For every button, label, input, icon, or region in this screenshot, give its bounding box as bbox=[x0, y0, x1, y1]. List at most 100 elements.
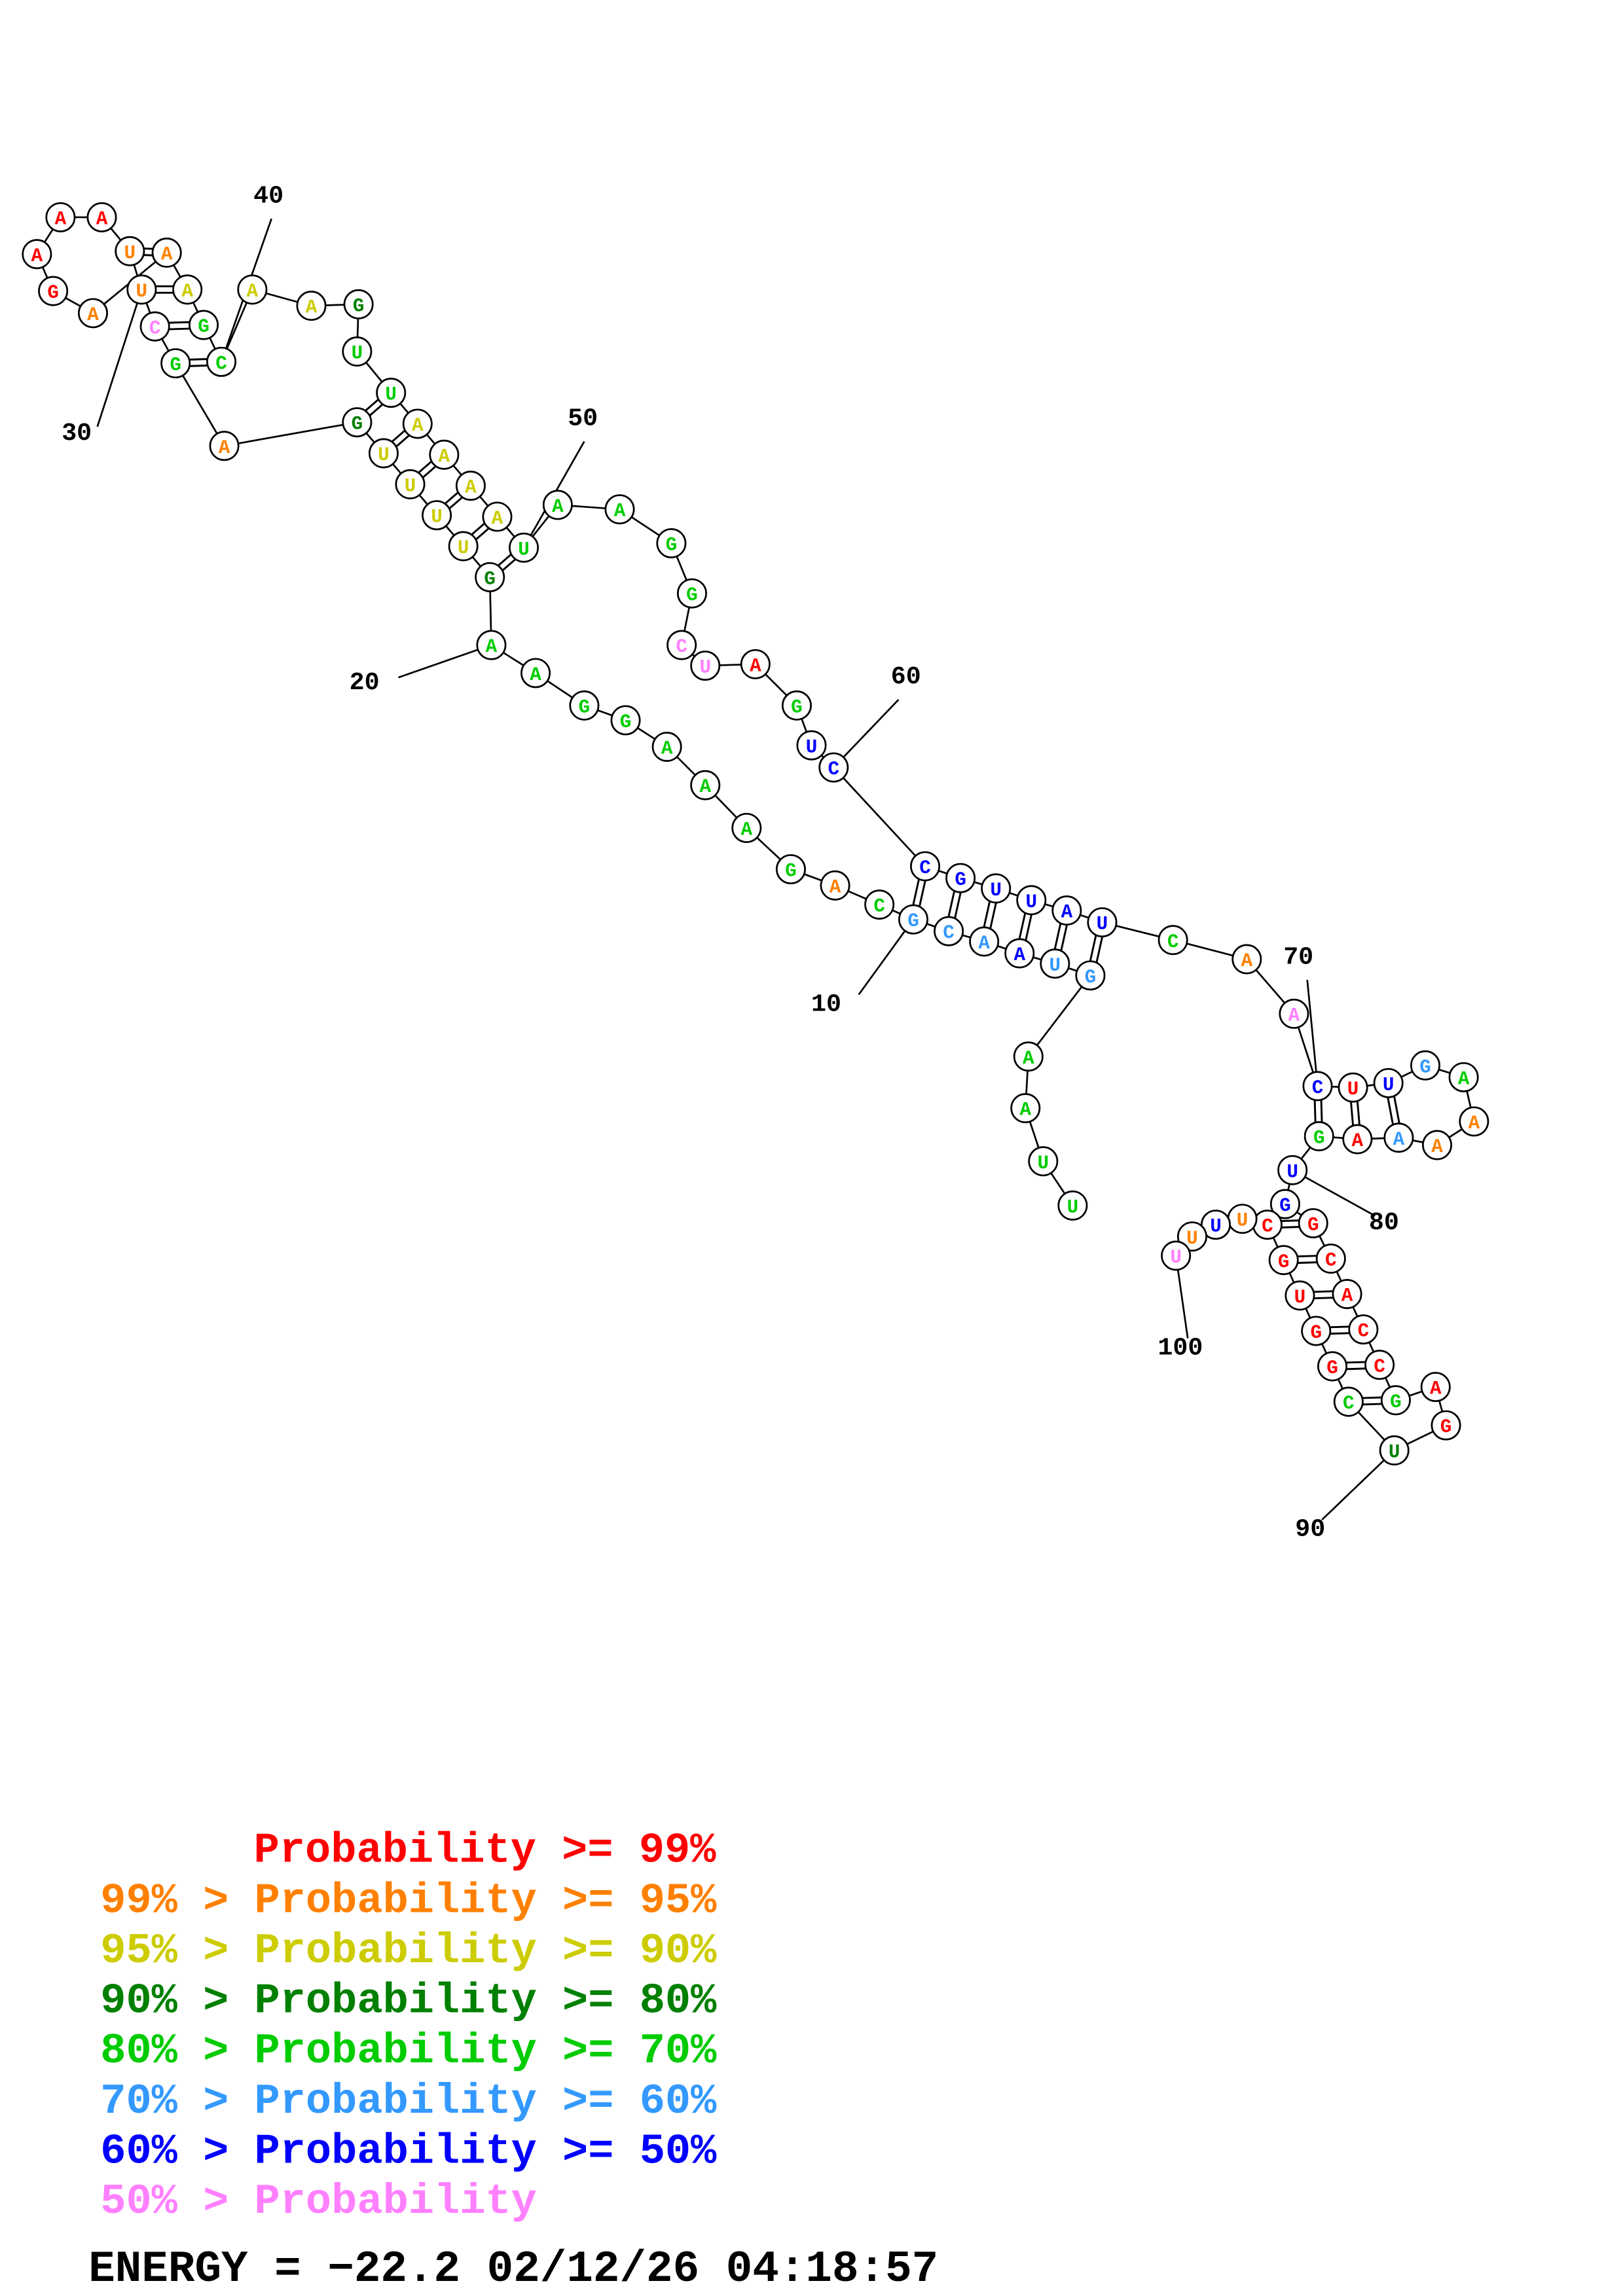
nucleotide-circle bbox=[981, 873, 1012, 904]
nucleotide-letter: G bbox=[666, 535, 678, 556]
nucleotide-circle bbox=[1158, 925, 1188, 956]
nucleotide-letter: U bbox=[458, 537, 469, 559]
nucleotide-letter: G bbox=[791, 696, 803, 718]
nucleotide-letter: U bbox=[431, 507, 443, 528]
legend-row-p50: 60% > Probability >= 50% bbox=[100, 2128, 717, 2176]
nucleotide-circle bbox=[296, 291, 327, 321]
nucleotide-letter: U bbox=[136, 281, 148, 302]
nucleotide-letter: A bbox=[1288, 1005, 1300, 1026]
nucleotide-circle bbox=[731, 812, 762, 843]
nucleotide-letter: C bbox=[1343, 1393, 1355, 1414]
nucleotide-circle bbox=[402, 408, 433, 439]
nucleotide-letter: C bbox=[1262, 1216, 1273, 1238]
nucleotide-circle bbox=[475, 562, 505, 592]
nucleotide-letter: C bbox=[215, 353, 227, 374]
nucleotide-circle bbox=[1302, 1071, 1333, 1102]
nucleotide-circle bbox=[910, 851, 941, 882]
nucleotide-circle bbox=[237, 274, 268, 305]
nucleotide-circle bbox=[781, 690, 812, 721]
nucleotide-letter: A bbox=[1393, 1129, 1405, 1151]
nucleotide-letter: A bbox=[486, 636, 498, 658]
nucleotide-letter: U bbox=[385, 384, 397, 406]
nucleotide-circle bbox=[1285, 1280, 1315, 1311]
nucleotide-letter: A bbox=[552, 496, 564, 518]
nucleotide-circle bbox=[1087, 907, 1118, 938]
nucleotide-letter: A bbox=[31, 245, 43, 267]
nucleotide-letter: U bbox=[1038, 1153, 1049, 1174]
nucleotide-circle bbox=[945, 863, 976, 893]
position-label: 40 bbox=[253, 181, 283, 210]
nucleotide-circle bbox=[209, 431, 240, 461]
nucleotide-letter: A bbox=[465, 477, 477, 499]
nucleotide-circle bbox=[1422, 1130, 1453, 1160]
nucleotide-circle bbox=[690, 651, 721, 681]
nucleotide-circle bbox=[1301, 1316, 1332, 1346]
nucleotide-circle bbox=[1040, 948, 1070, 979]
nucleotide-letter: A bbox=[412, 415, 424, 437]
nucleotide-circle bbox=[1231, 944, 1262, 975]
nucleotide-circle bbox=[509, 532, 539, 563]
nucleotide-circle bbox=[1373, 1067, 1404, 1098]
position-label: 10 bbox=[811, 990, 841, 1018]
nucleotide-circle bbox=[1277, 1155, 1308, 1185]
nucleotide-circle bbox=[1380, 1385, 1411, 1416]
nucleotide-circle bbox=[569, 690, 600, 721]
nucleotide-letter: U bbox=[1049, 955, 1061, 977]
nucleotide-letter: G bbox=[1326, 1357, 1338, 1379]
nucleotide-circle bbox=[1268, 1245, 1299, 1276]
nucleotide-letter: G bbox=[198, 316, 210, 338]
nucleotide-letter: A bbox=[1341, 1285, 1353, 1307]
nucleotide-circle bbox=[651, 732, 682, 762]
nucleotide-letter: G bbox=[1085, 967, 1097, 988]
nucleotide-circle bbox=[22, 239, 52, 270]
nucleotide-letter: U bbox=[1026, 891, 1038, 913]
nucleotide-circles bbox=[22, 202, 1489, 1465]
nucleotide-letter: A bbox=[1352, 1130, 1364, 1152]
nucleotide-circle bbox=[476, 630, 507, 660]
nucleotide-letter: C bbox=[919, 857, 931, 879]
position-label: 90 bbox=[1295, 1515, 1325, 1544]
nucleotide-letter: A bbox=[530, 664, 541, 686]
nucleotide-letter: U bbox=[1237, 1210, 1249, 1232]
position-label: 50 bbox=[568, 404, 598, 433]
nucleotide-letter: C bbox=[1312, 1077, 1324, 1099]
nucleotide-circle bbox=[1004, 938, 1035, 969]
probability-legend: Probability >= 99% 99% > Probability >= … bbox=[100, 1827, 717, 2226]
nucleotide-letter: G bbox=[1419, 1056, 1431, 1078]
nucleotide-letter: U bbox=[1097, 914, 1108, 935]
nucleotide-circle bbox=[172, 274, 203, 305]
nucleotide-circle bbox=[1057, 1190, 1088, 1221]
position-labels: 10 20 30 40 50 60 70 80 90 100 bbox=[62, 181, 1399, 1543]
nucleotide-circle bbox=[604, 494, 635, 525]
nucleotide-circle bbox=[1459, 1106, 1489, 1137]
position-label: 70 bbox=[1283, 942, 1313, 971]
nucleotide-letter: A bbox=[1061, 902, 1073, 924]
nucleotide-letter: A bbox=[1019, 1100, 1031, 1121]
legend-row-p90: 95% > Probability >= 90% bbox=[100, 1927, 717, 1975]
nucleotide-letter: A bbox=[750, 655, 761, 677]
nucleotide-circle bbox=[160, 348, 191, 379]
nucleotide-circle bbox=[429, 439, 460, 470]
nucleotide-circle bbox=[1013, 1041, 1044, 1072]
legend-row-p70: 80% > Probability >= 70% bbox=[100, 2027, 717, 2075]
nucleotide-circle bbox=[126, 274, 157, 305]
nucleotide-circle bbox=[343, 289, 374, 319]
nucleotide-circle bbox=[1010, 1093, 1041, 1124]
nucleotide-circle bbox=[1348, 1314, 1379, 1345]
nucleotide-circle bbox=[1161, 1240, 1192, 1271]
nucleotide-letter: G bbox=[907, 910, 919, 932]
nucleotide-circle bbox=[1315, 1244, 1346, 1274]
nucleotide-letter: U bbox=[1186, 1228, 1198, 1249]
nucleotide-circle bbox=[1448, 1062, 1479, 1092]
nucleotide-circle bbox=[1420, 1372, 1451, 1403]
nucleotide-letter: U bbox=[1210, 1216, 1222, 1238]
nucleotide-letter: G bbox=[620, 711, 632, 733]
legend-row-p99: Probability >= 99% bbox=[254, 1827, 717, 1875]
nucleotide-letter: G bbox=[47, 282, 59, 304]
nucleotide-letter: A bbox=[1458, 1068, 1470, 1090]
nucleotide-letter: C bbox=[1325, 1250, 1337, 1272]
nucleotide-circle bbox=[1317, 1351, 1348, 1382]
nucleotide-circle bbox=[1379, 1435, 1410, 1465]
nucleotide-letter: C bbox=[1167, 931, 1179, 953]
nucleotide-letter: A bbox=[181, 281, 193, 302]
